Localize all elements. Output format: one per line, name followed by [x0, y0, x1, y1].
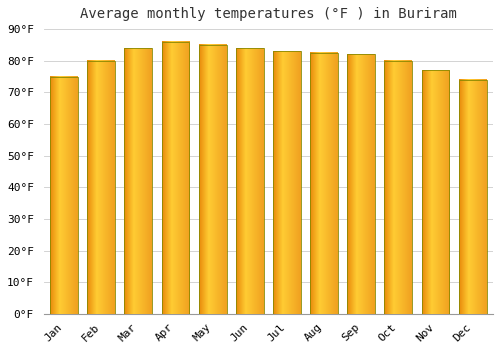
Title: Average monthly temperatures (°F ) in Buriram: Average monthly temperatures (°F ) in Bu…	[80, 7, 457, 21]
